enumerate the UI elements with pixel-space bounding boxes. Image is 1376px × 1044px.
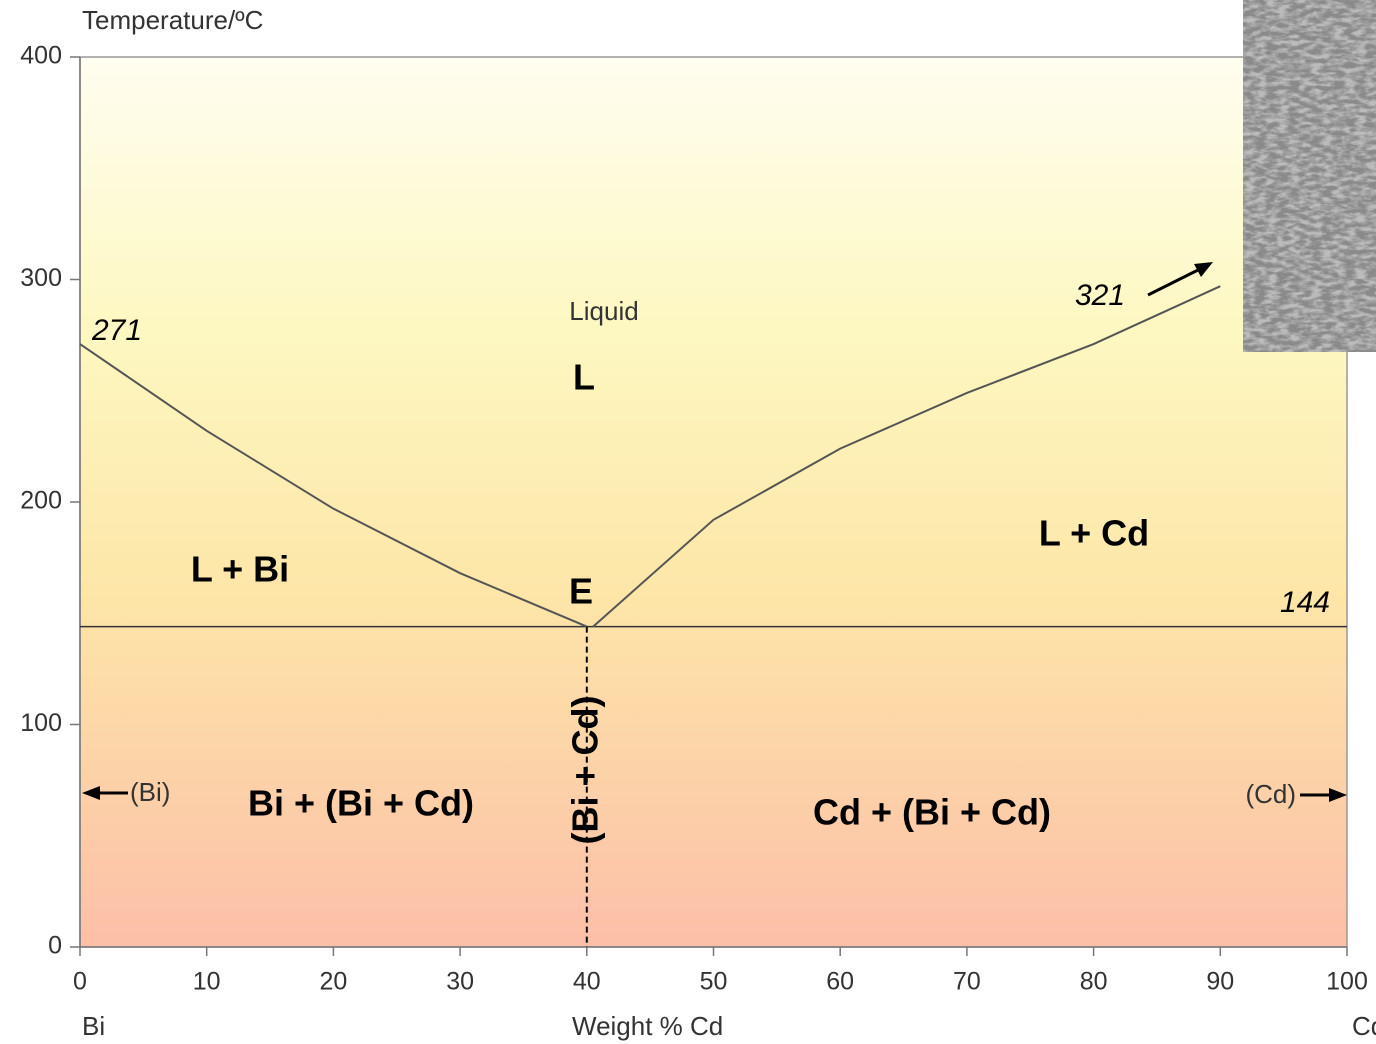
annotation: L + Cd <box>1039 513 1149 554</box>
annotation: E <box>569 571 593 612</box>
annotation: (Bi) <box>130 777 170 807</box>
x-tick-label: 90 <box>1206 968 1234 996</box>
micrograph <box>1243 0 1376 352</box>
annotation: L + Bi <box>191 549 289 590</box>
right-component: Cd <box>1352 1011 1376 1041</box>
annotation: (Cd) <box>1245 779 1296 809</box>
x-tick-label: 70 <box>953 968 981 996</box>
y-tick-label: 300 <box>20 264 62 292</box>
y-tick-label: 100 <box>20 709 62 737</box>
y-tick-label: 200 <box>20 487 62 515</box>
annotation: 144 <box>1280 586 1330 619</box>
x-tick-label: 100 <box>1326 968 1368 996</box>
x-tick-label: 80 <box>1080 968 1108 996</box>
annotation: L <box>573 357 595 398</box>
annotation: 271 <box>91 314 142 347</box>
annotation: (Bi + Cd) <box>565 696 606 845</box>
x-tick-label: 0 <box>73 968 87 996</box>
x-tick-label: 60 <box>826 968 854 996</box>
x-tick-label: 50 <box>700 968 728 996</box>
x-tick-label: 20 <box>319 968 347 996</box>
x-tick-label: 40 <box>573 968 601 996</box>
chart: 0 100 200 300 400 0 10 20 30 40 50 60 70 80 90 100 Temp… <box>0 0 1376 1044</box>
x-tick-label: 10 <box>193 968 221 996</box>
annotation: Bi + (Bi + Cd) <box>248 783 474 824</box>
x-axis-label: Weight % Cd <box>572 1011 723 1041</box>
y-axis-label: Temperature/ºC <box>82 5 263 35</box>
annotation: Cd + (Bi + Cd) <box>813 792 1051 833</box>
y-tick-label: 0 <box>48 932 62 960</box>
y-tick-label: 400 <box>20 42 62 70</box>
x-tick-label: 30 <box>446 968 474 996</box>
left-component: Bi <box>82 1011 105 1041</box>
annotation: 321 <box>1075 279 1125 312</box>
annotation: Liquid <box>569 296 638 326</box>
